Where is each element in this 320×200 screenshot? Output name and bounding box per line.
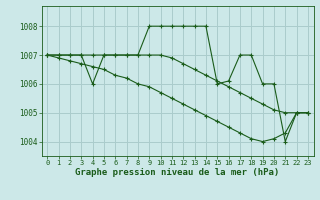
X-axis label: Graphe pression niveau de la mer (hPa): Graphe pression niveau de la mer (hPa) bbox=[76, 168, 280, 177]
